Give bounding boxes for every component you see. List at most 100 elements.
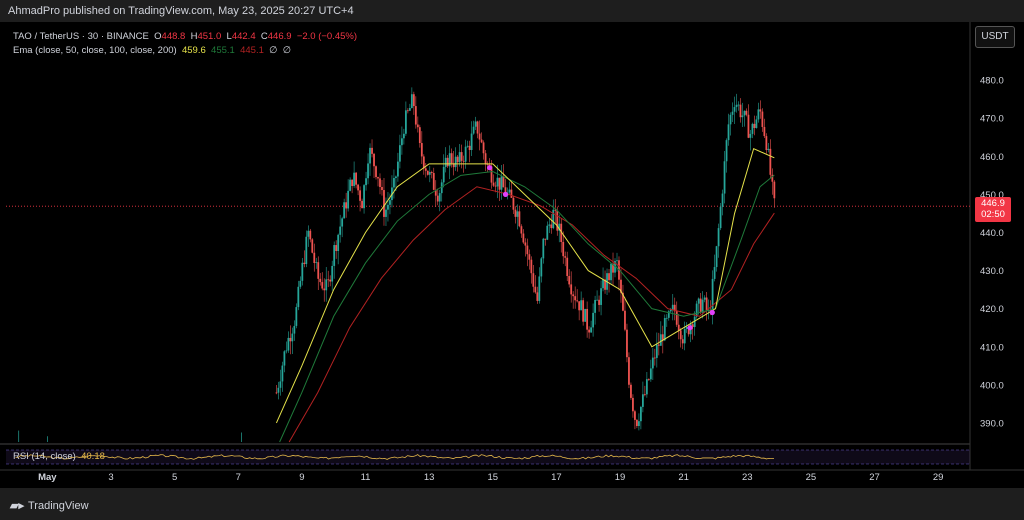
candle-body xyxy=(393,178,395,188)
rsi-legend: RSI (14, close) 40.18 xyxy=(13,451,105,462)
candle-body xyxy=(438,193,441,202)
candle-body xyxy=(502,176,505,188)
x-tick-label: 11 xyxy=(361,472,371,483)
candle-body xyxy=(289,337,292,342)
candle-body xyxy=(321,282,324,289)
candle-body xyxy=(711,278,714,312)
candle-body xyxy=(476,121,479,134)
candle-body xyxy=(307,230,310,237)
candle-body xyxy=(759,109,762,112)
candle-body xyxy=(673,304,676,312)
candle-body xyxy=(452,163,455,168)
candle-body xyxy=(751,123,754,134)
candle-body xyxy=(458,152,461,163)
candle-body xyxy=(524,242,527,246)
change-value: −2.0 (−0.45%) xyxy=(296,31,358,42)
candle-body xyxy=(345,202,348,209)
candle-body xyxy=(540,258,543,277)
currency-button[interactable]: USDT xyxy=(975,26,1015,48)
candle-body xyxy=(755,119,758,128)
low-value: 442.4 xyxy=(231,31,256,42)
candle-body xyxy=(737,104,740,106)
candle-body xyxy=(655,344,658,358)
candle-body xyxy=(464,146,467,162)
symbol-label[interactable]: TAO / TetherUS · 30 · BINANCE xyxy=(13,31,149,42)
candle-body xyxy=(331,265,334,282)
open-value: 448.8 xyxy=(161,31,186,42)
candle-body xyxy=(301,262,304,281)
candle-body xyxy=(532,273,535,287)
candle-body xyxy=(566,257,569,277)
candle-body xyxy=(468,145,471,150)
candle-body xyxy=(588,329,591,333)
candle-body xyxy=(371,147,373,154)
candle-body xyxy=(406,110,409,112)
ema100-line xyxy=(279,171,775,443)
published-text: AhmadPro published on TradingView.com, M… xyxy=(8,5,354,17)
candle-body xyxy=(626,329,628,358)
candle-body xyxy=(723,161,726,194)
y-tick-label: 400.0 xyxy=(980,380,1004,391)
ema-legend-row: Ema (close, 50, close, 100, close, 200) … xyxy=(13,44,357,58)
y-tick-label: 480.0 xyxy=(980,76,1004,87)
candle-body xyxy=(389,200,391,205)
ema-label[interactable]: Ema (close, 50, close, 100, close, 200) xyxy=(13,45,177,56)
candle-body xyxy=(339,226,342,235)
candle-body xyxy=(610,263,612,281)
candle-body xyxy=(638,421,640,426)
candle-body xyxy=(697,298,700,304)
candle-body xyxy=(767,148,770,151)
candle-body xyxy=(645,379,648,395)
candle-body xyxy=(416,124,419,128)
candle-body xyxy=(622,292,624,311)
candle-body xyxy=(663,318,666,341)
candle-body xyxy=(679,330,682,340)
candle-body xyxy=(526,245,529,255)
candle-body xyxy=(385,209,387,217)
candle-body xyxy=(470,133,473,150)
candle-body xyxy=(628,357,630,385)
candle-body xyxy=(480,139,483,143)
x-tick-label: 13 xyxy=(424,472,435,483)
candle-body xyxy=(653,357,656,359)
candle-body xyxy=(357,184,359,191)
candle-body xyxy=(771,174,774,182)
candle-body xyxy=(713,267,716,279)
candle-body xyxy=(514,209,517,217)
candle-body xyxy=(486,164,489,165)
candle-body xyxy=(299,280,302,287)
candle-body xyxy=(669,309,672,312)
candle-body xyxy=(323,288,326,291)
x-tick-label: 21 xyxy=(678,472,689,483)
candle-body xyxy=(482,142,485,154)
candle-body xyxy=(546,225,549,240)
candle-body xyxy=(399,145,401,162)
candle-body xyxy=(536,292,539,301)
price-chart[interactable]: 480.0 470.0 460.0 450.0 440.0 430.0 420.0 410.0… xyxy=(0,22,1024,488)
symbol-legend-row: TAO / TetherUS · 30 · BINANCE O448.8 H45… xyxy=(13,30,357,44)
candle-body xyxy=(747,114,750,138)
candle-body xyxy=(313,252,316,264)
candle-body xyxy=(695,303,698,317)
candle-body xyxy=(745,110,748,115)
y-tick-label: 440.0 xyxy=(980,228,1004,239)
x-tick-label: 17 xyxy=(551,472,562,483)
candle-body xyxy=(377,177,379,179)
candle-body xyxy=(305,236,308,265)
candle-body xyxy=(309,230,312,240)
candle-body xyxy=(297,286,300,308)
candle-body xyxy=(387,204,389,210)
candle-body xyxy=(293,325,296,334)
current-price-value: 446.9 xyxy=(981,198,1005,209)
candle-body xyxy=(725,140,728,162)
candle-body xyxy=(693,316,696,328)
ema200-line xyxy=(288,186,775,443)
rsi-label[interactable]: RSI (14, close) xyxy=(13,451,76,462)
chart-area[interactable]: 480.0 470.0 460.0 450.0 440.0 430.0 420.0 410.0… xyxy=(0,22,1024,488)
candle-body xyxy=(436,195,439,202)
candle-body xyxy=(556,210,559,231)
candle-body xyxy=(484,153,487,165)
candle-body xyxy=(343,202,346,219)
candle-body xyxy=(552,209,555,229)
candle-body xyxy=(667,311,670,318)
